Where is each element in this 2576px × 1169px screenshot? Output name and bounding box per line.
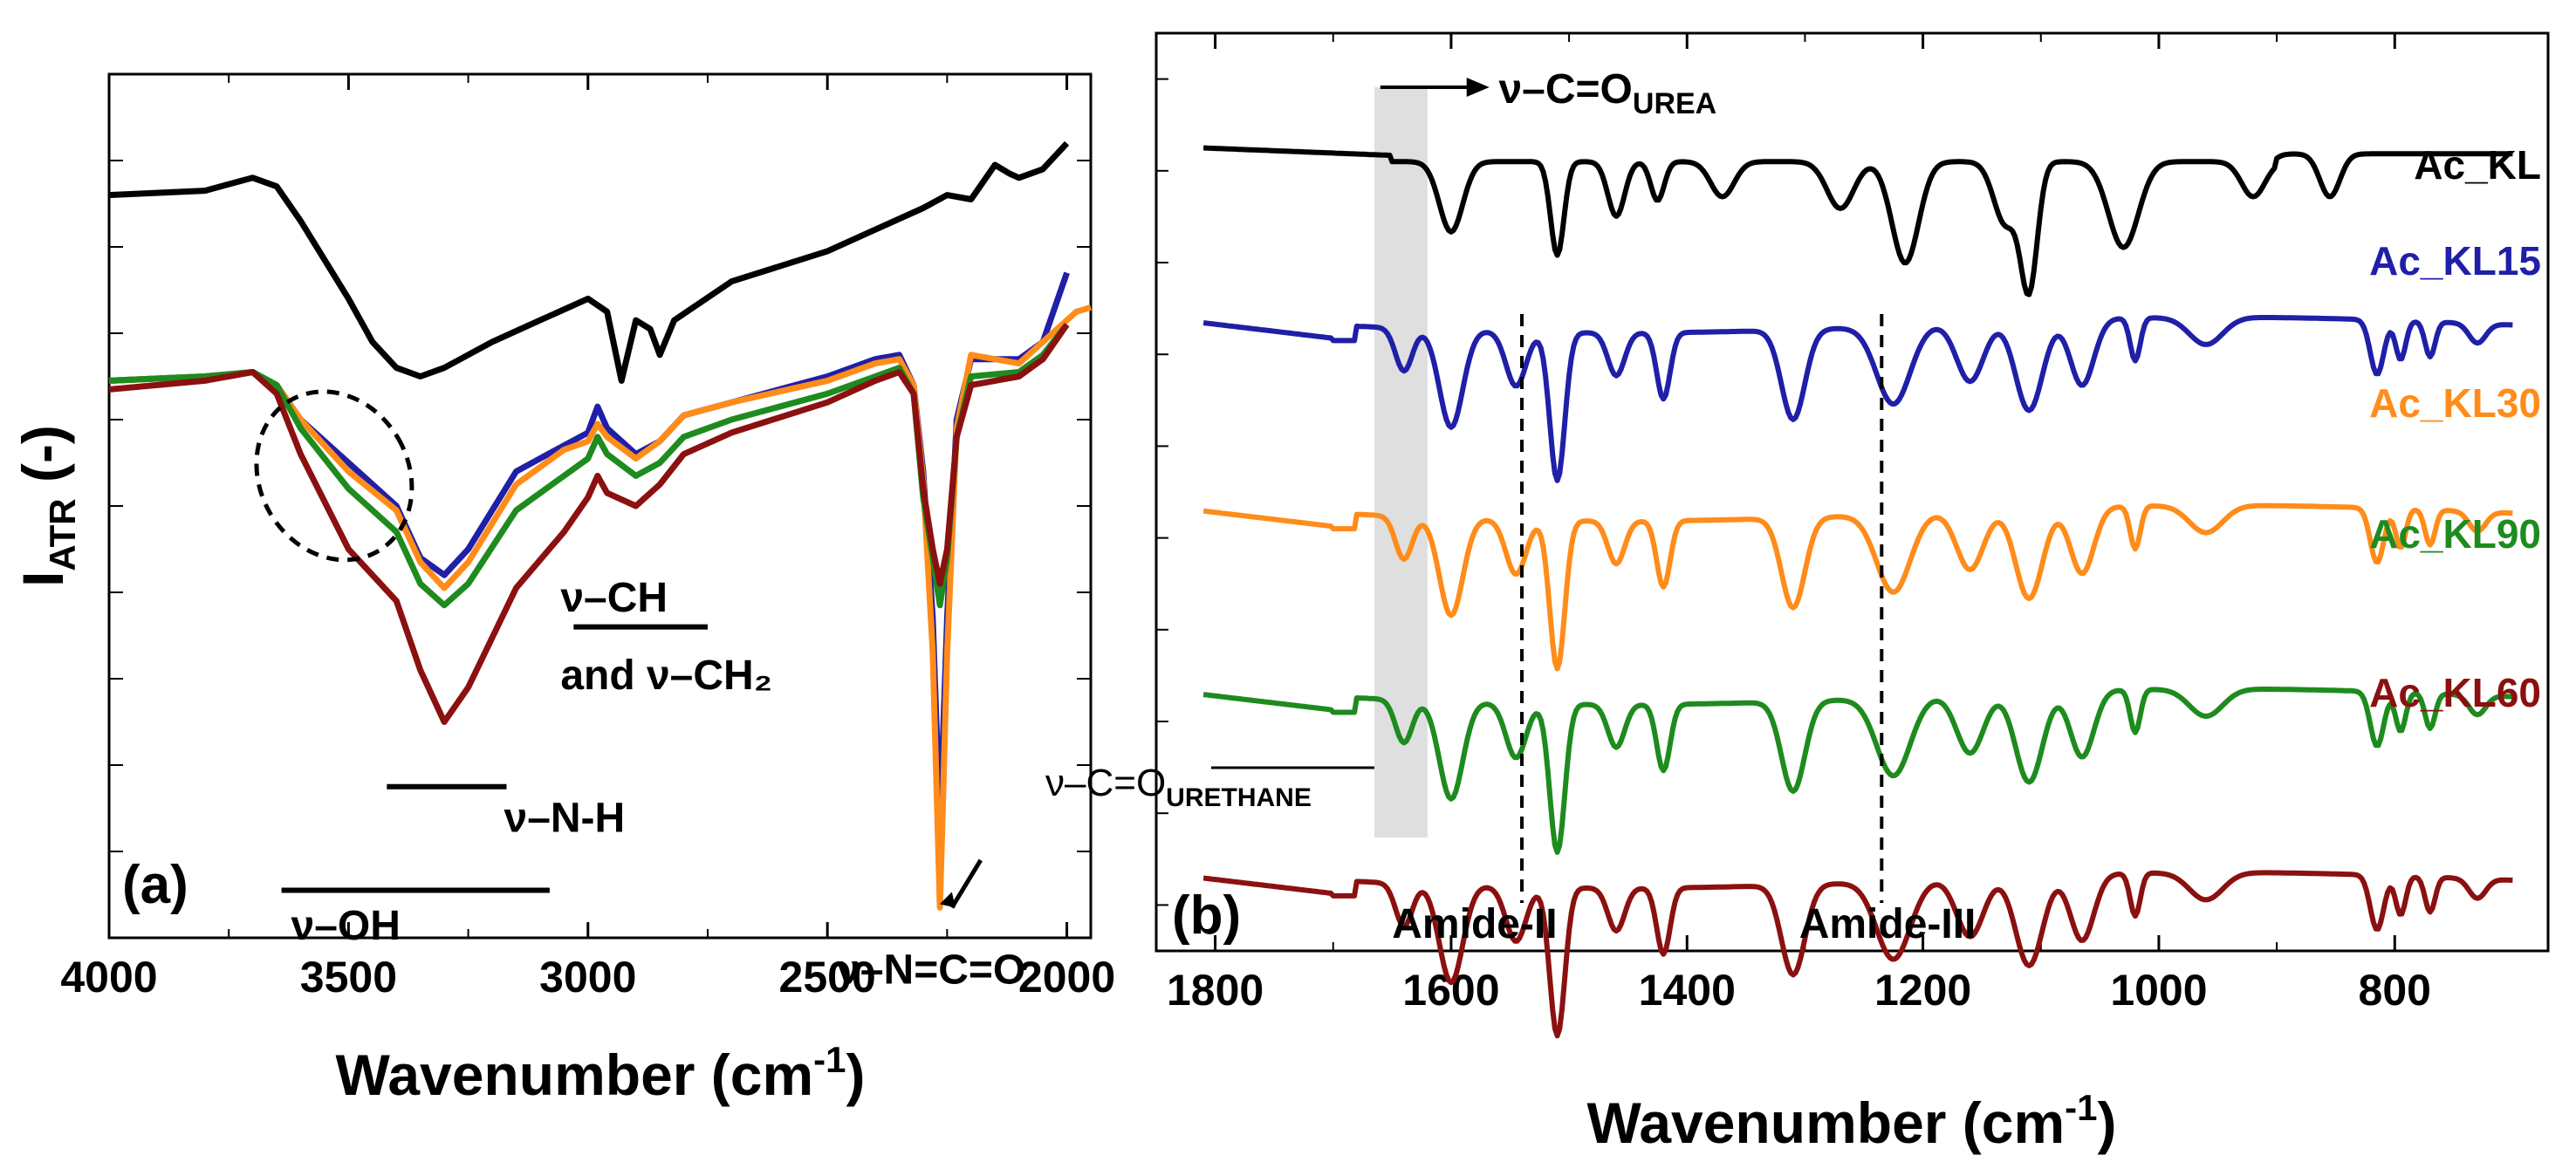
dashed-ellipse — [254, 389, 414, 563]
x-tick-label: 4000 — [60, 953, 157, 1002]
panel-b-highlight-band — [1374, 87, 1428, 837]
panel-b-label: (b) — [1172, 885, 1241, 946]
annotation-amide-iii: Amide-III — [1799, 901, 1977, 947]
x-tick-label: 1000 — [2110, 966, 2207, 1015]
panel-b-dashed-lines — [1520, 314, 1884, 903]
annotation-nco: ν–N=C=O — [837, 947, 1025, 994]
annotation-oh: ν–OH — [291, 903, 401, 949]
nco-arrow-head — [939, 892, 956, 908]
annotation-amide-ii: Amide-II — [1392, 901, 1557, 947]
panel-a-x-ticks: 4000 3500 3000 2500 2000 — [60, 74, 1115, 1002]
annotation-ch: ν–CH — [560, 575, 668, 621]
annotation-nh: ν–N-H — [504, 795, 626, 841]
x-tick-label: 800 — [2359, 966, 2431, 1015]
panel-a-x-title: Wavenumber (cm-1) — [335, 1039, 865, 1107]
annotation-urea: ν–C=OUREA — [1498, 66, 1716, 120]
panel-b-y-ticks — [1156, 78, 1168, 906]
panel-b-annotations: ν–C=OUREA ν–C=OURETHANE Amide-II Amide-III — [1045, 66, 1976, 947]
panel-b-x-title-sup: -1 — [2065, 1087, 2097, 1128]
series-line-Ac_KL — [1202, 145, 2513, 297]
series-line-Ac_KL30 — [1202, 502, 2513, 672]
series-line-Ac_KL15 — [1202, 315, 2513, 483]
panel-a-x-title-sup: -1 — [813, 1039, 846, 1080]
x-tick-label: 3000 — [539, 953, 636, 1002]
legend-label-Ac_KL: Ac_KL — [2414, 142, 2541, 188]
x-tick-label: 3500 — [300, 953, 397, 1002]
panel-a-series — [108, 140, 1093, 911]
x-tick-label: 2500 — [779, 953, 876, 1002]
series-line-Ac_KL60 — [1202, 870, 2513, 1039]
panel-a-annotations: ν–CH and ν–CH₂ ν–N-H ν–OH ν–N=C=O — [254, 389, 1025, 994]
panel-b-series — [1202, 145, 2513, 1039]
panel-b-x-title: Wavenumber (cm-1) — [1586, 1087, 2116, 1155]
x-tick-label: 1400 — [1639, 966, 1736, 1015]
x-tick-label: 1600 — [1402, 966, 1499, 1015]
series-line-Ac_KL — [108, 140, 1070, 384]
nco-arrow-line — [949, 858, 983, 909]
annotation-ch2: and ν–CH₂ — [560, 653, 772, 699]
legend-label-Ac_KL60: Ac_KL60 — [2369, 670, 2541, 715]
panel-a-y-title: IATR (-) — [10, 425, 83, 587]
panel-b-x-ticks: 1800 1600 1400 1200 1000 800 — [1167, 33, 2431, 1015]
legend-label-Ac_KL15: Ac_KL15 — [2369, 238, 2541, 284]
x-tick-label: 1800 — [1167, 966, 1264, 1015]
panel-b-frame — [1154, 31, 2550, 953]
panel-b: 1800 1600 1400 1200 1000 800 Ac_KLAc_KL15Ac_K… — [1045, 31, 2550, 1155]
panel-a-y-ticks — [109, 160, 1091, 852]
panel-a-y-title-sub: ATR — [42, 498, 83, 571]
panel-b-legend: Ac_KL Ac_KL15 Ac_KL30 Ac_KL90 Ac_KL60 — [2369, 142, 2541, 715]
series-line-Ac_KL15 — [108, 271, 1070, 829]
x-tick-label: 1200 — [1874, 966, 1971, 1015]
panel-a-label: (a) — [122, 855, 188, 915]
legend-label-Ac_KL30: Ac_KL30 — [2369, 380, 2541, 426]
x-tick-label: 2000 — [1018, 953, 1115, 1002]
annotation-urethane: ν–C=OURETHANE — [1045, 762, 1312, 812]
legend-label-Ac_KL90: Ac_KL90 — [2369, 511, 2541, 557]
urea-arrow-head — [1466, 78, 1490, 97]
series-line-Ac_KL90 — [1202, 687, 2513, 855]
